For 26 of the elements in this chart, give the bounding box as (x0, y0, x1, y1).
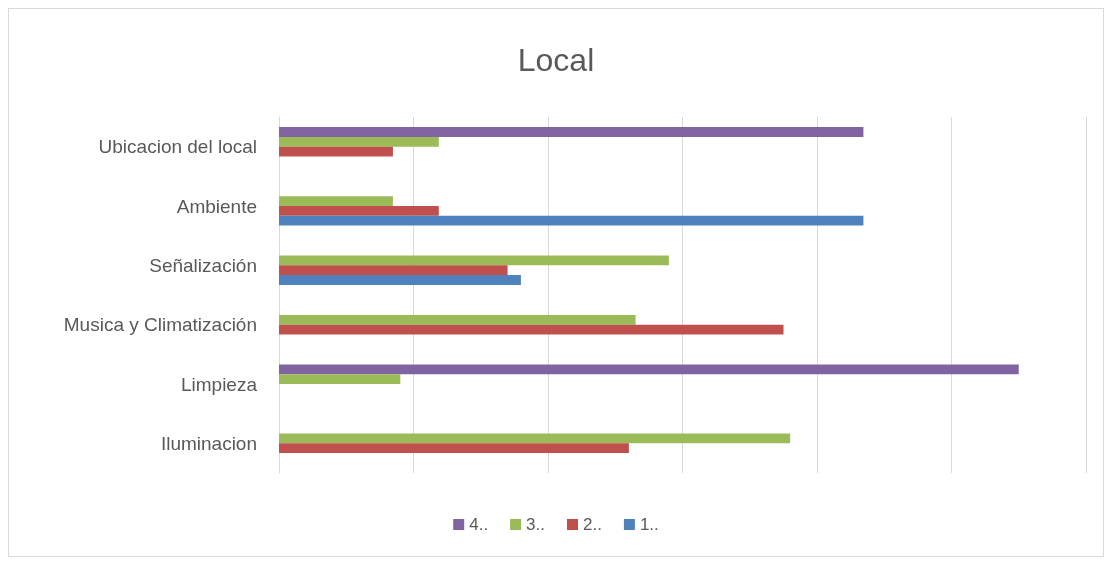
legend-label: 3.. (526, 515, 546, 534)
bar (279, 364, 1019, 375)
y-tick-label: Limpieza (180, 373, 258, 395)
bar (279, 196, 393, 206)
bar (279, 314, 636, 325)
bar (279, 443, 629, 454)
y-tick-label: Ambiente (176, 195, 257, 217)
bar (279, 275, 521, 285)
bar (279, 255, 669, 266)
bar (279, 265, 508, 276)
chart-title: Local (517, 42, 595, 78)
y-tick-label: Señalización (149, 254, 257, 276)
bar (279, 206, 439, 216)
legend-label: 1.. (639, 515, 659, 534)
legend-label: 4.. (469, 515, 489, 534)
bar (279, 324, 784, 335)
bar (279, 215, 864, 226)
legend-label: 2.. (583, 515, 602, 534)
bar (279, 146, 393, 157)
bar (279, 127, 864, 137)
y-tick-label: Iluminacion (160, 432, 257, 454)
bar (279, 433, 791, 444)
y-tick-label: Ubicacion del local (98, 136, 257, 158)
bar (279, 136, 439, 147)
bar (279, 374, 401, 384)
y-tick-label: Musica y Climatización (63, 314, 257, 336)
